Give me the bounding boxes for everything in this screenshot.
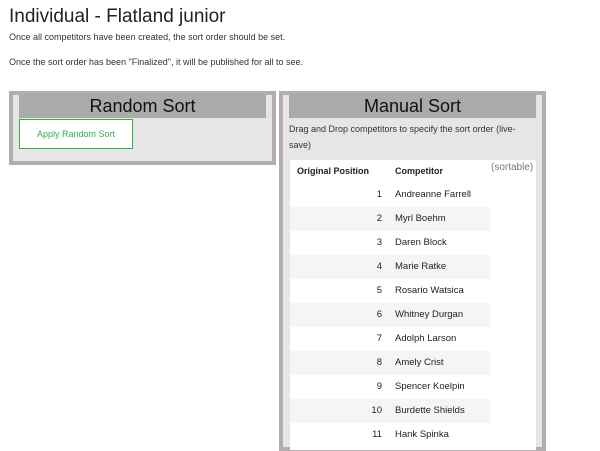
table-row[interactable] (290, 255, 490, 279)
note: Once all competitors have been created, … (9, 32, 286, 42)
competitor-cell: Burdette Shields (395, 405, 465, 416)
competitor-cell: Rosario Watsica (395, 285, 464, 296)
column-header: Original Position (297, 166, 370, 176)
position-cell: 4 (376, 261, 382, 272)
competitor-cell: Amely Crist (395, 357, 444, 368)
competitor-cell: Marie Ratke (395, 261, 447, 272)
position-cell: 5 (376, 285, 382, 296)
table-row[interactable] (290, 279, 490, 303)
panel-title: Manual Sort (289, 94, 536, 118)
competitor-cell: Spencer Koelpin (395, 381, 465, 392)
position-cell: 11 (372, 429, 382, 440)
description: Drag and Drop competitors to specify the… (289, 124, 516, 150)
position-cell: 10 (371, 405, 382, 416)
position-cell: 1 (376, 189, 382, 200)
position-cell: 2 (376, 213, 382, 224)
column-header: Competitor (395, 166, 443, 176)
panel-title: Random Sort (19, 94, 266, 118)
table-row[interactable] (290, 327, 490, 351)
position-cell: 9 (376, 381, 382, 392)
position-cell: 6 (376, 309, 382, 320)
competitor-cell: Adolph Larson (395, 333, 457, 344)
table-row[interactable] (290, 351, 490, 375)
table-row[interactable] (290, 183, 490, 207)
table-row[interactable] (290, 303, 490, 327)
page-title: Individual - Flatland junior (9, 6, 226, 27)
competitor-cell: Myrl Boehm (395, 213, 446, 224)
competitor-cell: Hank Spinka (395, 429, 449, 440)
position-cell: 7 (376, 333, 382, 344)
table-row[interactable] (290, 231, 490, 255)
competitor-cell: Andreanne Farrell (395, 189, 472, 200)
position-cell: 3 (376, 237, 382, 248)
sortable-note: (sortable) (491, 162, 534, 173)
table-row[interactable] (290, 375, 490, 399)
position-cell: 8 (376, 357, 382, 368)
page: Individual - Flatland junior Once all co… (9, 6, 546, 451)
apply-random-sort-button[interactable]: Apply Random Sort (19, 119, 133, 149)
table-row[interactable] (290, 399, 490, 423)
competitor-cell: Whitney Durgan (395, 309, 464, 320)
competitor-cell: Daren Block (395, 237, 447, 248)
table-row[interactable] (290, 207, 490, 231)
note: Once the sort order has been "Finalized"… (9, 57, 304, 67)
